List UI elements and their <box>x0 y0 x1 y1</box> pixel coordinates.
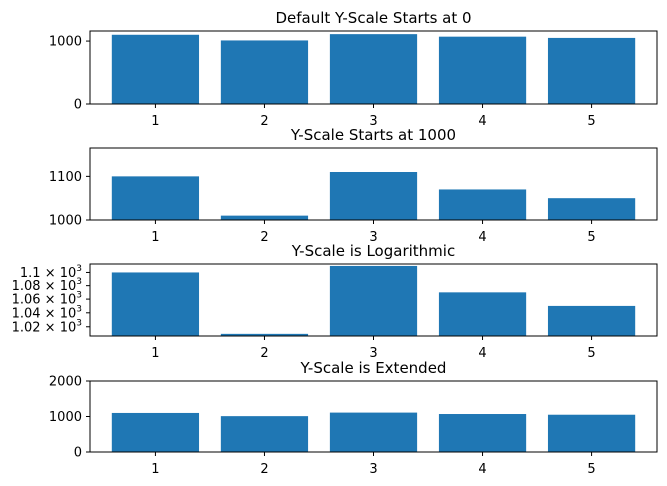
x-tick-label-1-3: 3 <box>369 114 377 129</box>
chart-title-3: Y-Scale is Logarithmic <box>291 242 455 260</box>
x-tick-label-2-2: 2 <box>260 230 268 245</box>
x-tick-label-4-2: 2 <box>260 462 268 477</box>
bar-1-5 <box>547 37 636 105</box>
chart-title-2: Y-Scale Starts at 1000 <box>290 126 456 144</box>
y-tick-label-3-5: 1.1 × 103 <box>20 264 82 281</box>
bar-3-1 <box>111 272 200 336</box>
bar-4-1 <box>111 412 200 452</box>
x-tick-label-3-5: 5 <box>587 346 595 361</box>
y-tick-label-2-2: 1100 <box>49 170 82 185</box>
x-tick-label-3-1: 1 <box>151 346 159 361</box>
bar-3-5 <box>547 305 636 336</box>
chart-title-4: Y-Scale is Extended <box>300 359 447 377</box>
y-tick-label-3-2: 1.04 × 103 <box>12 304 82 321</box>
bar-2-5 <box>547 198 636 220</box>
bar-4-5 <box>547 414 636 452</box>
bar-1-4 <box>438 36 527 105</box>
y-tick-label-1-2: 1000 <box>49 35 82 50</box>
bar-2-1 <box>111 176 200 220</box>
y-tick-label-3-1: 1.02 × 103 <box>12 318 82 335</box>
bar-1-1 <box>111 34 200 104</box>
y-tick-label-4-3: 2000 <box>49 375 82 390</box>
x-tick-label-2-4: 4 <box>478 230 486 245</box>
bar-2-2 <box>220 215 309 220</box>
bar-4-4 <box>438 414 527 452</box>
y-tick-label-2-1: 1000 <box>49 214 82 229</box>
x-tick-label-1-2: 2 <box>260 114 268 129</box>
bar-1-2 <box>220 40 309 104</box>
x-tick-label-1-5: 5 <box>587 114 595 129</box>
bar-3-4 <box>438 292 527 336</box>
x-tick-label-4-1: 1 <box>151 462 159 477</box>
bar-2-3 <box>329 172 418 220</box>
bar-3-3 <box>329 265 418 336</box>
bar-4-3 <box>329 412 418 452</box>
bar-2-4 <box>438 189 527 220</box>
x-tick-label-3-4: 4 <box>478 346 486 361</box>
x-tick-label-1-4: 4 <box>478 114 486 129</box>
bar-3-2 <box>220 333 309 336</box>
x-tick-label-2-3: 3 <box>369 230 377 245</box>
y-tick-label-3-4: 1.08 × 103 <box>12 277 82 294</box>
y-tick-label-1-1: 0 <box>74 98 82 113</box>
bar-4-2 <box>220 416 309 452</box>
y-tick-label-3-3: 1.06 × 103 <box>12 291 82 308</box>
x-tick-label-4-5: 5 <box>587 462 595 477</box>
bar-1-3 <box>329 34 418 104</box>
x-tick-label-4-3: 3 <box>369 462 377 477</box>
y-tick-label-4-1: 0 <box>74 446 82 461</box>
chart-title-1: Default Y-Scale Starts at 0 <box>275 9 471 27</box>
x-tick-label-2-5: 5 <box>587 230 595 245</box>
x-tick-label-4-4: 4 <box>478 462 486 477</box>
y-tick-label-4-2: 1000 <box>49 410 82 425</box>
x-tick-label-1-1: 1 <box>151 114 159 129</box>
x-tick-label-3-3: 3 <box>369 346 377 361</box>
x-tick-label-3-2: 2 <box>260 346 268 361</box>
x-tick-label-2-1: 1 <box>151 230 159 245</box>
